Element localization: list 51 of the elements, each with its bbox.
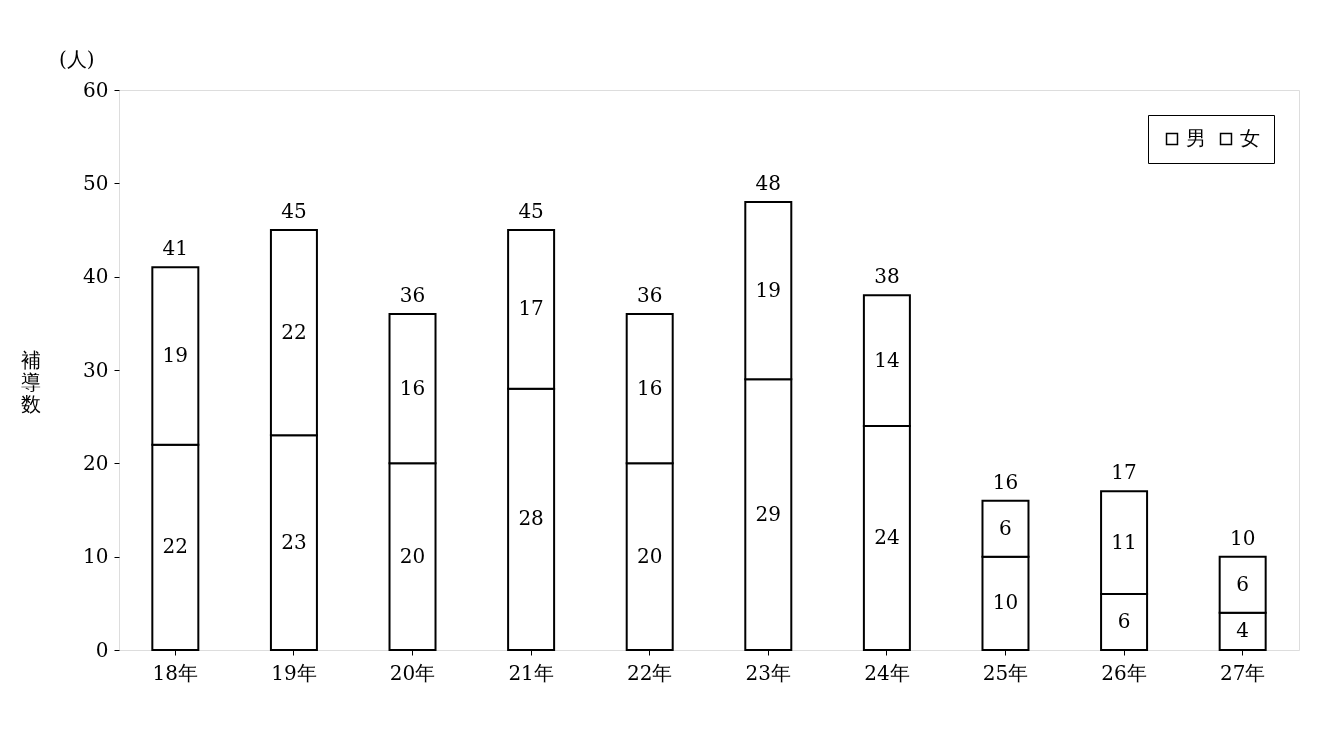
- x-tick-label: 27年: [1219, 660, 1266, 685]
- y-tick-label: 50: [83, 170, 109, 195]
- data-label: 29: [755, 501, 782, 526]
- text: (人): [59, 47, 95, 71]
- total-label: 10: [1229, 525, 1256, 550]
- data-label: 19: [755, 277, 782, 302]
- data-label: 16: [399, 375, 426, 400]
- data-label: 6: [1236, 571, 1250, 596]
- total-label: 48: [755, 171, 782, 195]
- total-label: 41: [162, 236, 189, 261]
- y-axis-title: 補導数: [21, 347, 42, 416]
- data-label: 20: [399, 543, 426, 568]
- y-tick-label: 0: [95, 637, 109, 662]
- data-label: 14: [874, 347, 900, 372]
- data-label: 28: [518, 506, 544, 531]
- data-label: 6: [999, 515, 1012, 540]
- y-tick-label: 30: [83, 357, 109, 382]
- x-tick-label: 20年: [389, 660, 436, 685]
- data-label: 20: [636, 543, 663, 568]
- data-label: 24: [874, 525, 900, 549]
- data-label: 4: [1236, 618, 1250, 643]
- total-label: 45: [518, 199, 544, 223]
- total-label: 36: [399, 283, 426, 307]
- total-label: 38: [874, 264, 900, 289]
- x-tick-label: 19年: [271, 660, 317, 685]
- data-label: 22: [281, 319, 307, 344]
- data-label: 22: [162, 534, 189, 559]
- x-tick-label: 21年: [508, 660, 554, 685]
- data-label: 6: [1117, 609, 1131, 633]
- x-tick-label: 25年: [982, 660, 1029, 685]
- y-tick-label: 10: [83, 544, 109, 569]
- y-tick-label: 20: [83, 450, 109, 475]
- total-label: 36: [636, 283, 663, 307]
- x-tick-label: 24年: [864, 660, 910, 685]
- y-tick-label: 40: [83, 264, 109, 289]
- x-tick-label: 18年: [152, 660, 199, 685]
- y-tick-label: 60: [83, 77, 109, 102]
- data-label: 16: [636, 375, 663, 400]
- x-tick-label: 22年: [626, 660, 673, 685]
- data-label: 10: [992, 590, 1019, 615]
- data-label: 19: [162, 343, 189, 367]
- total-label: 16: [992, 469, 1019, 494]
- total-label: 17: [1111, 460, 1137, 485]
- x-tick-label: 23年: [745, 660, 792, 685]
- total-label: 45: [281, 199, 307, 223]
- data-label: 11: [1111, 529, 1137, 554]
- legend-label: 男: [1186, 126, 1206, 150]
- x-tick-label: 26年: [1101, 660, 1147, 685]
- data-label: 17: [518, 296, 544, 321]
- data-label: 23: [281, 529, 307, 554]
- legend-label: 女: [1240, 126, 1260, 150]
